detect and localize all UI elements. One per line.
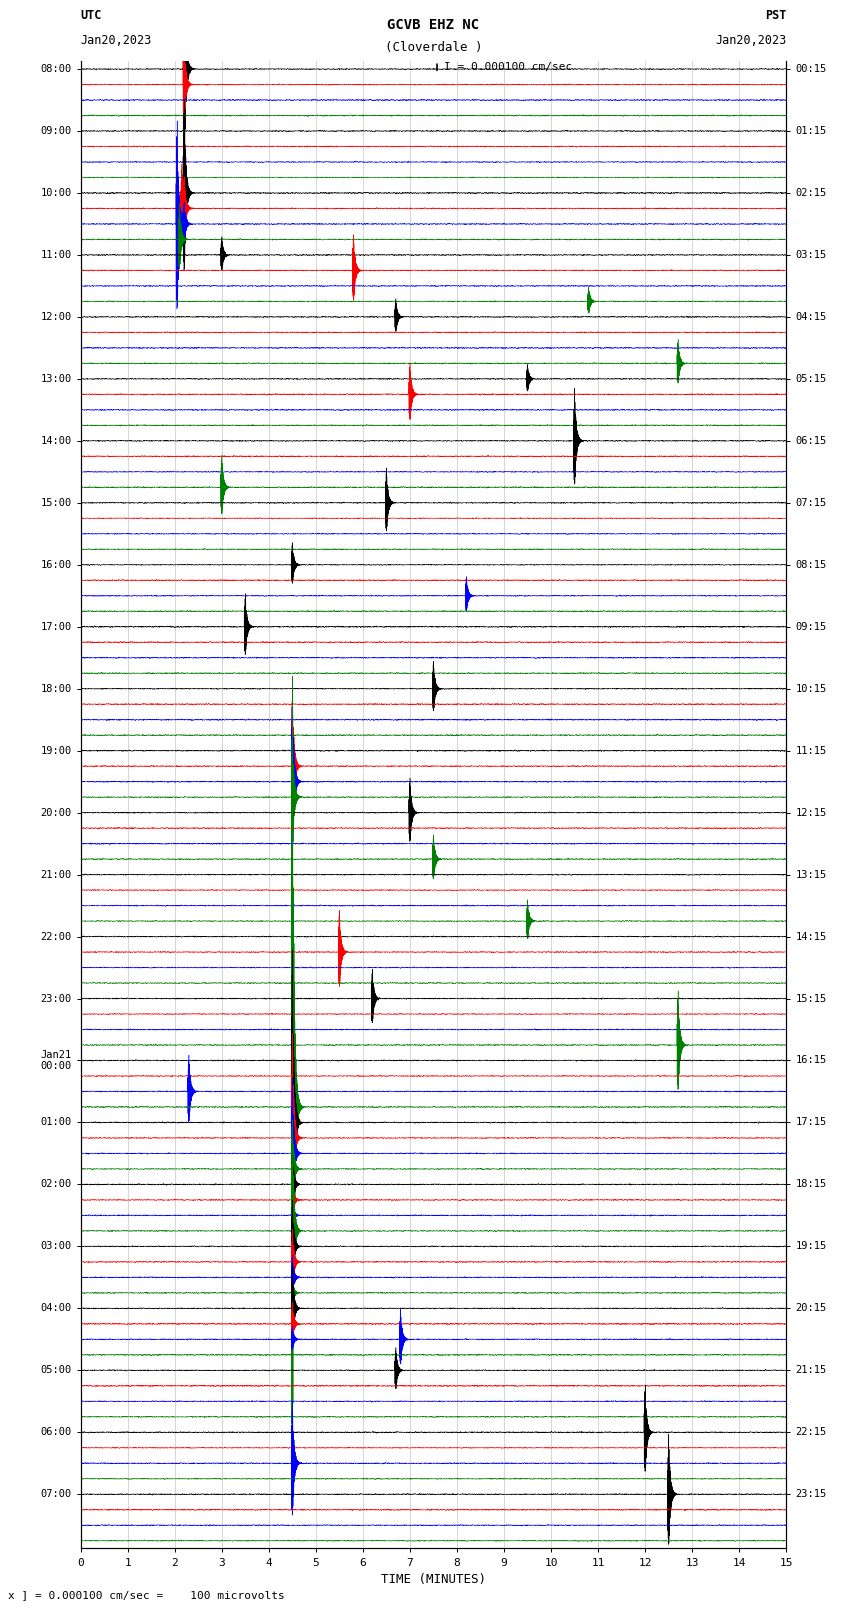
Text: Jan20,2023: Jan20,2023 — [81, 34, 152, 47]
Text: x ] = 0.000100 cm/sec =    100 microvolts: x ] = 0.000100 cm/sec = 100 microvolts — [8, 1590, 286, 1600]
X-axis label: TIME (MINUTES): TIME (MINUTES) — [381, 1573, 486, 1586]
Text: I = 0.000100 cm/sec: I = 0.000100 cm/sec — [444, 63, 572, 73]
Text: GCVB EHZ NC: GCVB EHZ NC — [388, 18, 479, 32]
Text: PST: PST — [765, 10, 786, 23]
Text: Jan20,2023: Jan20,2023 — [715, 34, 786, 47]
Text: UTC: UTC — [81, 10, 102, 23]
Text: (Cloverdale ): (Cloverdale ) — [385, 40, 482, 53]
